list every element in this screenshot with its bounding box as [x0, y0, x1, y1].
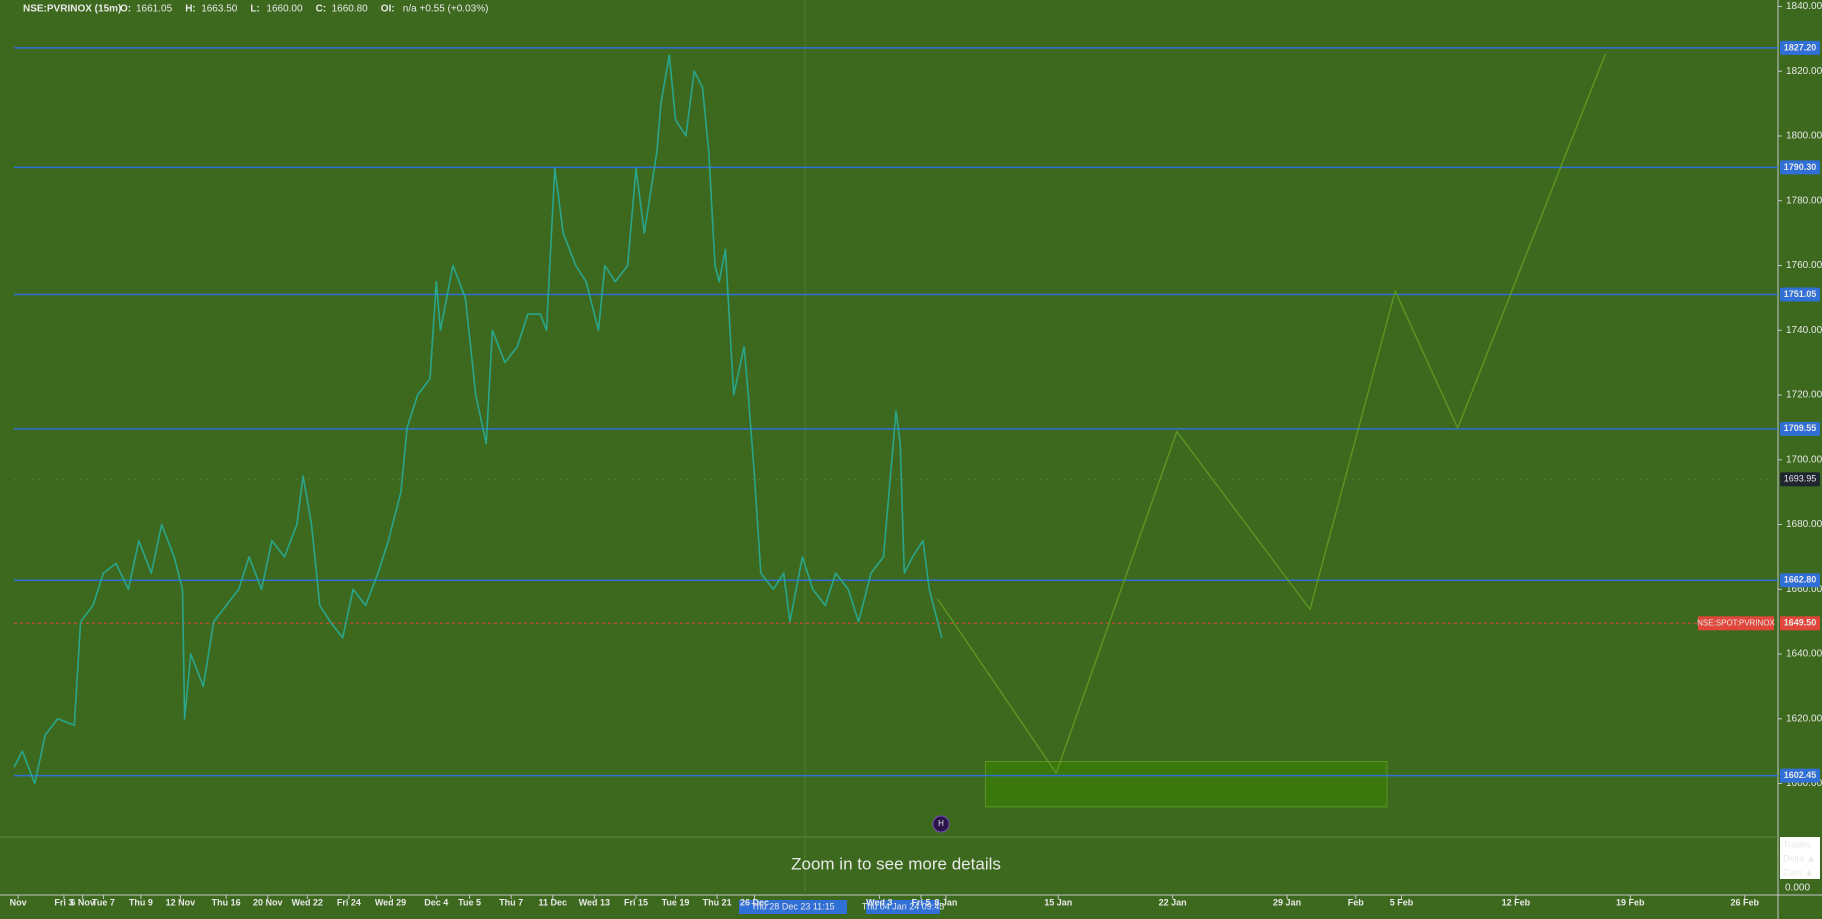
last-price-box: [1780, 472, 1820, 487]
crosshair-time-box: [739, 900, 847, 914]
y-tick-label: 1800.00: [1786, 131, 1822, 142]
notice: Zoom in to see more details: [791, 854, 1001, 873]
spot-name: NSE:SPOT:PVRINOX: [1697, 618, 1775, 627]
x-tick-label: Fri 3: [54, 897, 73, 907]
x-tick-label: 11 Dec: [539, 897, 568, 907]
x-tick-label: 12 Nov: [166, 897, 196, 907]
x-tick-label: Wed 22: [292, 897, 323, 907]
x-tick-label: Fri 15: [624, 897, 648, 907]
x-tick-label: 15 Jan: [1044, 897, 1072, 907]
ohlc-value: 1663.50: [201, 4, 238, 15]
ohlc-label: OI:: [381, 4, 395, 15]
crosshair-time-label: Thu 04 Jan 24 09:45: [862, 901, 945, 911]
level-label-box: [1780, 768, 1820, 783]
x-tick-label: Nov: [10, 897, 27, 907]
ohlc-value: 1661.05: [136, 4, 173, 15]
spot-label: 1649.50: [1784, 618, 1817, 628]
x-tick-label: 8 Jan: [934, 897, 957, 907]
x-tick-label: 6 Nov: [70, 897, 95, 907]
level-label-box: [1780, 287, 1820, 302]
x-tick-label: Thu 9: [129, 897, 153, 907]
spot-label-box: [1780, 616, 1820, 631]
x-tick-label: 5 Feb: [1390, 897, 1414, 907]
indicator-legend: Cum ▲: [1783, 867, 1813, 877]
level-label-box: [1780, 421, 1820, 436]
series-line: [937, 53, 1606, 774]
ohlc-label: C:: [316, 4, 327, 15]
x-tick-label: 26 Feb: [1730, 897, 1759, 907]
y-tick-label: 1680.00: [1786, 519, 1822, 530]
level-label-box: [1780, 40, 1820, 55]
x-tick-label: 19 Feb: [1616, 897, 1645, 907]
y-tick-label: 1820.00: [1786, 66, 1822, 77]
x-tick-label: Thu 7: [499, 897, 523, 907]
x-tick-label: Dec 4: [424, 897, 448, 907]
y-tick-label: 1660.00: [1786, 584, 1822, 595]
x-tick-label: Tue 7: [92, 897, 115, 907]
x-tick-label: 20 Nov: [253, 897, 283, 907]
symbol-title: NSE:PVRINOX (15m): [23, 4, 121, 15]
spot-name-box: [1698, 616, 1774, 631]
y-tick-label: 1840.00: [1786, 1, 1822, 12]
y-tick-label: 1700.00: [1786, 454, 1822, 465]
event-marker-label[interactable]: H: [938, 819, 944, 828]
ohlc-value: 1660.00: [266, 4, 303, 15]
level-label: 1709.55: [1784, 423, 1817, 433]
event-marker[interactable]: [932, 815, 950, 833]
y-tick-label: 1600.00: [1786, 778, 1822, 789]
x-tick-label: Tue 19: [662, 897, 690, 907]
x-tick-label: Thu 21: [703, 897, 732, 907]
y-tick-label: 1740.00: [1786, 325, 1822, 336]
y-tick-label: 1780.00: [1786, 195, 1822, 206]
x-tick-label: Fri 5: [911, 897, 930, 907]
level-label-box: [1780, 573, 1820, 588]
y-tick-label: 1720.00: [1786, 390, 1822, 401]
indicator-legend: Trades: [1783, 839, 1811, 849]
indicator-value: 0.000: [1785, 883, 1810, 894]
last-price-label: 1693.95: [1784, 474, 1817, 484]
ohlc-label: L:: [250, 4, 259, 15]
x-tick-label: Feb: [1348, 897, 1365, 907]
ohlc-value: 1660.80: [332, 4, 369, 15]
y-tick-label: 1760.00: [1786, 260, 1822, 271]
target-zone: [984, 761, 1388, 808]
x-tick-label: 29 Jan: [1273, 897, 1301, 907]
x-tick-label: Fri 24: [337, 897, 361, 907]
x-tick-label: Wed 13: [579, 897, 610, 907]
indicator-legend-box: [1780, 837, 1820, 879]
level-label: 1827.20: [1784, 42, 1817, 52]
indicator-legend: Delta ▲: [1783, 853, 1815, 863]
level-label: 1790.30: [1784, 162, 1817, 172]
crosshair-time-box: [866, 900, 940, 914]
x-tick-label: Wed 3: [866, 897, 892, 907]
series-line: [13, 54, 943, 785]
y-tick-label: 1620.00: [1786, 713, 1822, 724]
ohlc-label: O:: [120, 4, 131, 15]
ohlc-value: n/a +0.55 (+0.03%): [403, 4, 489, 15]
x-tick-label: Wed 29: [375, 897, 406, 907]
level-label: 1751.05: [1784, 289, 1817, 299]
x-tick-label: 22 Jan: [1159, 897, 1187, 907]
x-tick-label: Thu 16: [212, 897, 241, 907]
level-label: 1602.45: [1784, 770, 1817, 780]
level-label-box: [1780, 160, 1820, 175]
level-label: 1662.80: [1784, 575, 1817, 585]
x-tick-label: Tue 5: [458, 897, 481, 907]
x-tick-label: 12 Feb: [1502, 897, 1531, 907]
y-tick-label: 1640.00: [1786, 649, 1822, 660]
ohlc-label: H:: [185, 4, 196, 15]
crosshair-time-label: Thu 28 Dec 23 11:15: [751, 901, 834, 911]
x-tick-label: 26 Dec: [740, 897, 769, 907]
